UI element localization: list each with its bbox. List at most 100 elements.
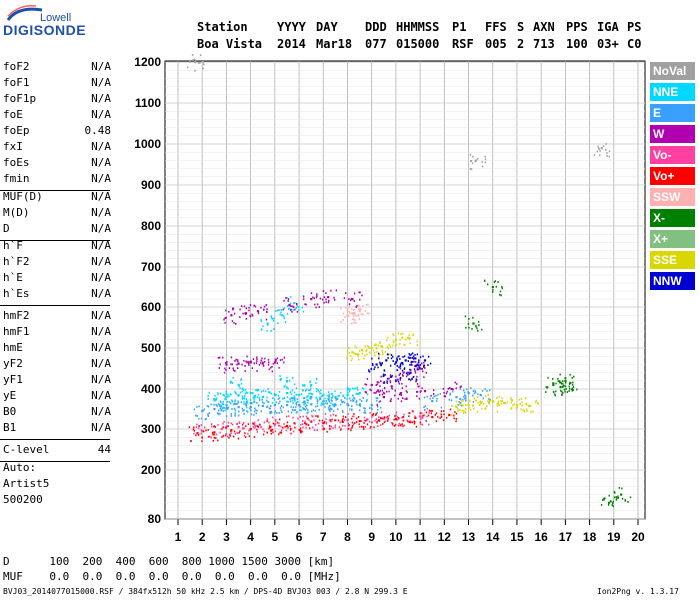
- data-point: [561, 390, 563, 393]
- data-point: [372, 414, 374, 417]
- data-point: [244, 388, 247, 391]
- data-point: [234, 399, 236, 402]
- data-point: [328, 393, 331, 396]
- header-value-5: RSF: [452, 37, 474, 51]
- data-point: [269, 426, 272, 429]
- data-point: [357, 315, 360, 318]
- data-point: [234, 390, 236, 393]
- data-point: [279, 379, 282, 382]
- y-tick-label: 800: [141, 219, 161, 233]
- param-value: 0.48: [84, 124, 112, 137]
- data-point: [388, 390, 390, 393]
- data-point: [225, 316, 227, 319]
- x-tick-label: 15: [510, 530, 524, 544]
- data-point: [446, 390, 449, 393]
- data-point: [279, 313, 281, 316]
- data-point: [378, 381, 380, 384]
- data-point: [343, 401, 346, 404]
- data-point: [204, 426, 206, 429]
- data-point: [270, 425, 272, 428]
- data-point: [260, 359, 262, 362]
- data-point: [245, 404, 247, 407]
- data-point: [528, 404, 531, 407]
- data-point: [215, 433, 218, 436]
- data-point: [306, 396, 308, 398]
- data-point: [419, 415, 422, 418]
- data-point: [546, 386, 548, 389]
- data-point: [334, 402, 336, 405]
- data-point: [232, 369, 235, 372]
- header-value-8: 713: [533, 37, 555, 51]
- data-point: [354, 319, 356, 322]
- data-point: [322, 290, 325, 293]
- data-point: [304, 384, 306, 386]
- data-point: [289, 400, 292, 403]
- data-point: [302, 401, 304, 404]
- data-point: [192, 59, 194, 62]
- data-point: [478, 324, 480, 326]
- data-point: [296, 310, 299, 313]
- data-point: [232, 435, 235, 438]
- param-row: foE N/A: [3, 108, 111, 124]
- data-point: [351, 408, 353, 411]
- data-point: [457, 408, 459, 410]
- data-point: [352, 351, 354, 354]
- data-point: [282, 397, 284, 400]
- data-point: [445, 416, 448, 419]
- data-point: [342, 411, 344, 413]
- data-point: [213, 399, 215, 401]
- data-point: [491, 286, 494, 289]
- data-point: [452, 388, 454, 391]
- header-label-9: PPS: [566, 20, 588, 34]
- data-point: [283, 385, 285, 388]
- data-point: [266, 329, 268, 332]
- data-point: [376, 383, 379, 386]
- data-point: [310, 410, 313, 413]
- data-point: [358, 404, 361, 407]
- data-point: [217, 409, 220, 412]
- data-point: [284, 384, 286, 387]
- param-value: N/A: [91, 405, 111, 418]
- data-point: [421, 412, 423, 415]
- data-point: [573, 375, 575, 378]
- data-point: [276, 357, 279, 360]
- data-point: [215, 437, 217, 440]
- data-point: [275, 401, 277, 404]
- data-point: [393, 418, 395, 421]
- data-point: [362, 397, 364, 399]
- x-tick-label: 2: [199, 530, 206, 544]
- data-point: [237, 367, 239, 370]
- data-point: [237, 401, 239, 404]
- x-tick-label: 12: [438, 530, 452, 544]
- data-point: [470, 387, 472, 389]
- data-point: [199, 54, 202, 57]
- data-point: [227, 425, 229, 428]
- data-point: [513, 403, 515, 406]
- data-point: [408, 338, 411, 341]
- data-point: [303, 403, 305, 406]
- data-point: [331, 393, 333, 395]
- data-point: [499, 293, 501, 296]
- data-point: [410, 353, 413, 356]
- header-label-7: S: [517, 20, 525, 34]
- data-point: [380, 375, 382, 378]
- data-point: [308, 419, 310, 422]
- data-point: [250, 413, 253, 416]
- data-point: [488, 397, 490, 400]
- data-point: [468, 318, 470, 320]
- data-point: [304, 389, 307, 392]
- data-point: [310, 298, 313, 301]
- data-point: [560, 381, 562, 384]
- data-point: [223, 318, 225, 321]
- data-point: [292, 402, 294, 405]
- data-point: [472, 394, 474, 397]
- data-point: [618, 486, 621, 489]
- data-point: [411, 352, 414, 355]
- data-point: [395, 411, 398, 414]
- data-point: [382, 417, 385, 420]
- data-point: [318, 409, 320, 411]
- data-point: [379, 400, 381, 403]
- data-point: [356, 393, 358, 395]
- data-point: [246, 392, 249, 394]
- data-point: [467, 391, 469, 394]
